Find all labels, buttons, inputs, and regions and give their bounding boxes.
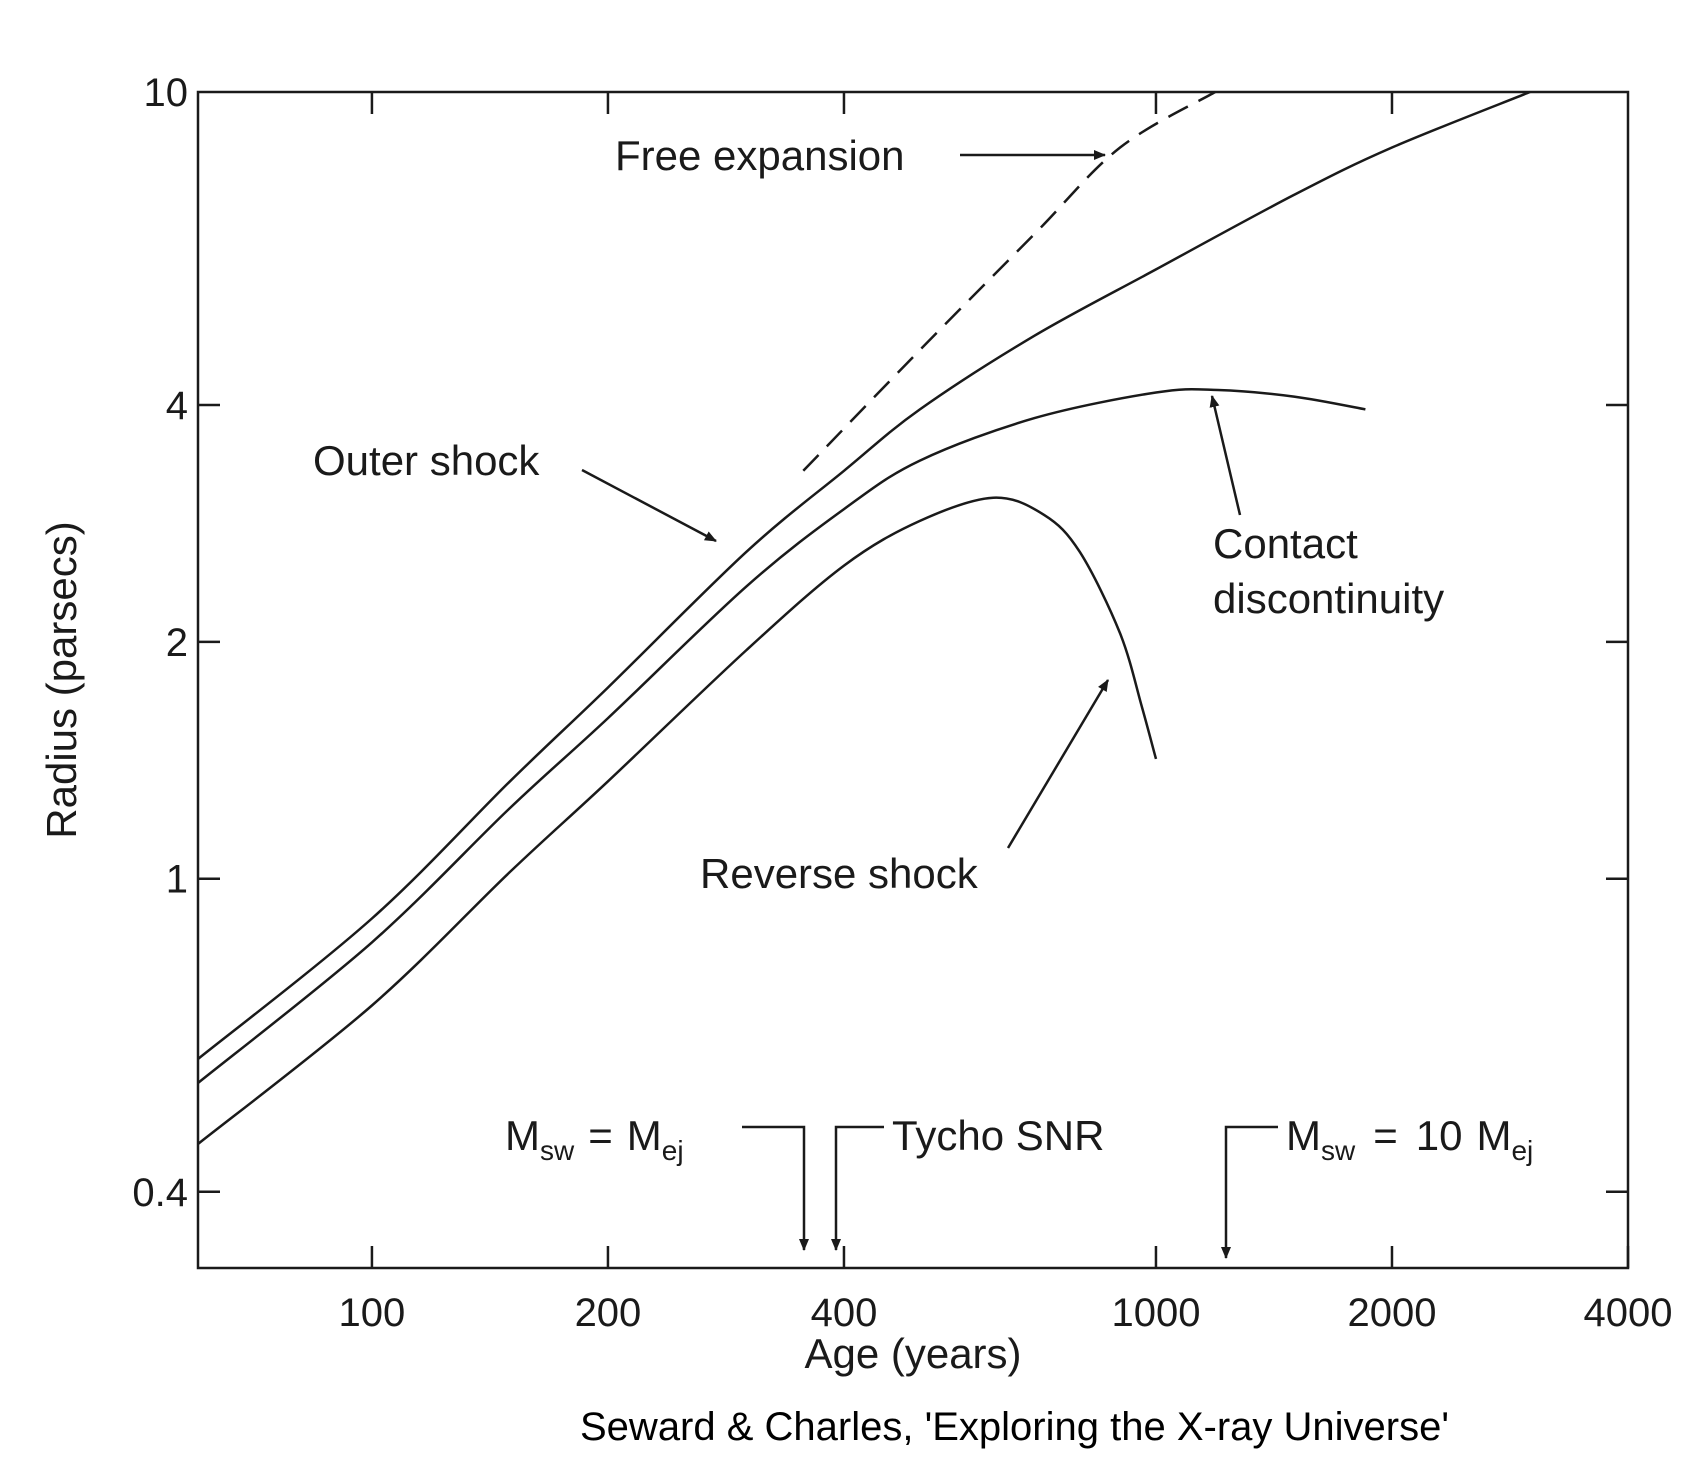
x-axis-title: Age (years) <box>804 1330 1021 1377</box>
x-axis-ticks <box>370 92 1630 1268</box>
x-axis-tick-labels: 100 200 400 1000 2000 4000 <box>339 1291 1673 1335</box>
x-tick-label: 1000 <box>1111 1291 1200 1335</box>
series-lines <box>197 90 1531 1145</box>
annotation-outer-shock-label: Outer shock <box>313 437 540 484</box>
x-tick-label: 100 <box>339 1291 406 1335</box>
y-axis-tick-labels: 0.4 1 2 4 10 <box>132 71 188 1215</box>
marker-tycho-snr: Tycho SNR <box>831 1112 1104 1251</box>
marker-msw-equals-mej: Msw = Mej <box>505 1112 809 1251</box>
x-tick-label: 4000 <box>1584 1291 1673 1335</box>
annotation-contact-label-line1: Contact <box>1213 520 1358 567</box>
figure-credit: Seward & Charles, 'Exploring the X-ray U… <box>580 1405 1449 1449</box>
y-tick-label: 4 <box>166 384 188 428</box>
x-tick-label: 400 <box>811 1291 878 1335</box>
svg-text:Tycho SNR: Tycho SNR <box>892 1112 1104 1159</box>
series-free-expansion <box>802 90 1216 472</box>
annotation-outer-shock-arrow <box>581 468 717 543</box>
y-axis-ticks <box>198 403 1628 1194</box>
annotation-reverse-shock-arrow <box>1006 679 1110 849</box>
annotation-free-expansion-label: Free expansion <box>615 132 905 179</box>
y-tick-label: 10 <box>144 71 189 115</box>
annotation-contact-arrow <box>1209 395 1242 516</box>
y-axis-title: Radius (parsecs) <box>38 521 85 838</box>
x-tick-label: 200 <box>575 1291 642 1335</box>
series-contact-discontinuity <box>197 387 1366 1084</box>
marker-msw-equals-10-mej: Msw = 10 Mej <box>1221 1112 1533 1259</box>
plot-frame <box>196 90 1630 1270</box>
y-tick-label: 1 <box>166 858 188 902</box>
x-tick-label: 2000 <box>1347 1291 1436 1335</box>
svg-text:Msw=Mej: Msw = Mej <box>505 1112 684 1166</box>
series-reverse-shock <box>197 496 1158 1145</box>
y-tick-label: 0.4 <box>132 1171 188 1215</box>
annotation-reverse-shock-label: Reverse shock <box>700 850 979 897</box>
series-outer-shock <box>197 90 1531 1060</box>
y-tick-label: 2 <box>166 621 188 665</box>
annotation-contact-label-line2: discontinuity <box>1213 575 1444 622</box>
